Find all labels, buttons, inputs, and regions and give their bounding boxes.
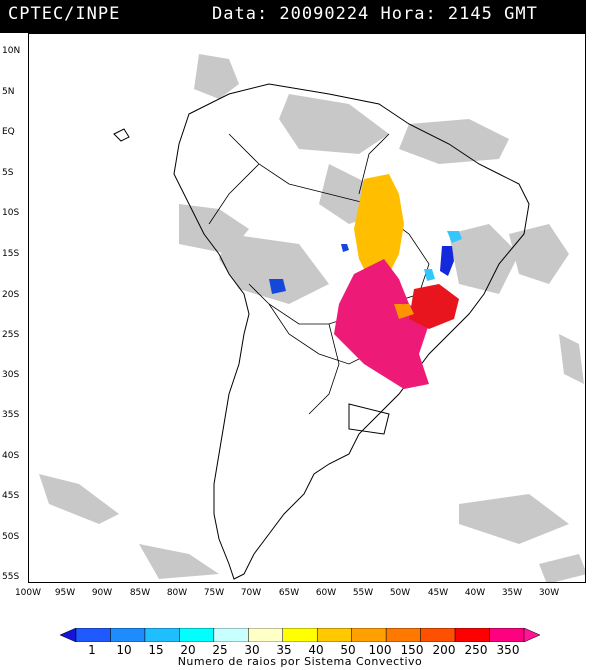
lat-label: 35S (2, 410, 20, 420)
lat-label: 40S (2, 451, 20, 461)
southeast-orange-cluster (394, 304, 414, 319)
colorbar-high-arrow (523, 628, 540, 642)
lat-label: 25S (2, 330, 20, 340)
colorbar-segment (179, 628, 215, 642)
colorbar-segment (248, 628, 284, 642)
colorbar-label: 25 (212, 643, 228, 657)
lat-label: 10N (2, 46, 21, 56)
lat-label: 55S (2, 572, 20, 582)
east-blue-cluster (440, 246, 454, 276)
colorbar-low-arrow (60, 628, 77, 642)
lon-label: 40W (464, 588, 486, 598)
bolivia-blue-cluster (269, 279, 286, 294)
lat-label: 30S (2, 370, 20, 380)
colorbar-label: 200 (432, 643, 456, 657)
map-frame (28, 33, 586, 583)
colorbar-label: 100 (368, 643, 392, 657)
lon-label: 30W (538, 588, 560, 598)
colorbar-label: 35 (276, 643, 292, 657)
colorbar-segment (351, 628, 387, 642)
lat-label: 10S (2, 208, 20, 218)
lon-label: 65W (278, 588, 300, 598)
southeast-cluster (409, 284, 459, 329)
lon-label: 70W (240, 588, 262, 598)
lon-label: 55W (352, 588, 374, 598)
lon-label: 95W (54, 588, 76, 598)
colorbar-label: 15 (148, 643, 164, 657)
colorbar-segment (213, 628, 249, 642)
colorbar-label: 40 (308, 643, 324, 657)
colorbar-label: 150 (400, 643, 424, 657)
cloud-cover (39, 54, 585, 582)
colorbar-label: 30 (244, 643, 260, 657)
lon-label: 45W (427, 588, 449, 598)
colorbar-label: 50 (340, 643, 356, 657)
title-bar: CPTEC/INPE Data: 20090224 Hora: 2145 GMT (0, 0, 586, 33)
lat-label: 15S (2, 249, 20, 259)
colorbar-label: 250 (464, 643, 488, 657)
colorbar-label: 20 (180, 643, 196, 657)
storm-clusters (269, 174, 462, 389)
colorbar-segment (420, 628, 456, 642)
lon-label: 35W (501, 588, 523, 598)
colorbar-segment (454, 628, 490, 642)
org-label: CPTEC/INPE (8, 4, 121, 24)
lon-label: 50W (389, 588, 411, 598)
small-cyan-cluster (424, 269, 435, 281)
borders (208, 133, 430, 415)
colorbar-segment (316, 628, 352, 642)
lat-label: 50S (2, 532, 20, 542)
lon-label: 80W (166, 588, 188, 598)
colorbar-segment (75, 628, 111, 642)
colorbar-segment (489, 628, 525, 642)
small-blue-cluster (341, 244, 349, 252)
colorbar-segment (385, 628, 421, 642)
colorbar-label: 10 (116, 643, 132, 657)
lat-label: 45S (2, 491, 20, 501)
datetime-label: Data: 20090224 Hora: 2145 GMT (212, 4, 538, 24)
east-cyan-cluster (447, 231, 462, 243)
colorbar-segment (282, 628, 318, 642)
colorbar-label: 350 (496, 643, 520, 657)
lon-label: 75W (203, 588, 225, 598)
map-svg (39, 54, 585, 582)
lon-label: 100W (14, 588, 42, 598)
lat-label: 20S (2, 290, 20, 300)
colorbar-title: Numero de raios por Sistema Convectivo (177, 655, 423, 668)
lon-label: 90W (91, 588, 113, 598)
colorbar-segment (144, 628, 180, 642)
lat-label: 5N (2, 87, 15, 97)
southern-cluster (334, 259, 429, 389)
lat-label: EQ (2, 127, 15, 137)
central-brazil-cluster (354, 174, 404, 279)
lon-label: 60W (315, 588, 337, 598)
coastline (113, 83, 530, 580)
colorbar (60, 628, 540, 642)
colorbar-label: 1 (88, 643, 96, 657)
lat-label: 5S (2, 168, 14, 178)
lon-label: 85W (129, 588, 151, 598)
colorbar-segment (110, 628, 146, 642)
